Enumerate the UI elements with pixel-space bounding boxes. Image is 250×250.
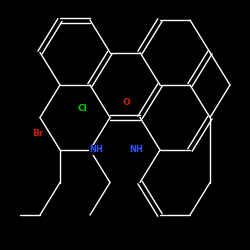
Text: O: O <box>122 98 130 107</box>
Text: Br: Br <box>32 129 43 138</box>
Text: Cl: Cl <box>78 104 88 113</box>
Text: NH: NH <box>129 146 143 154</box>
Text: NH: NH <box>89 146 103 154</box>
